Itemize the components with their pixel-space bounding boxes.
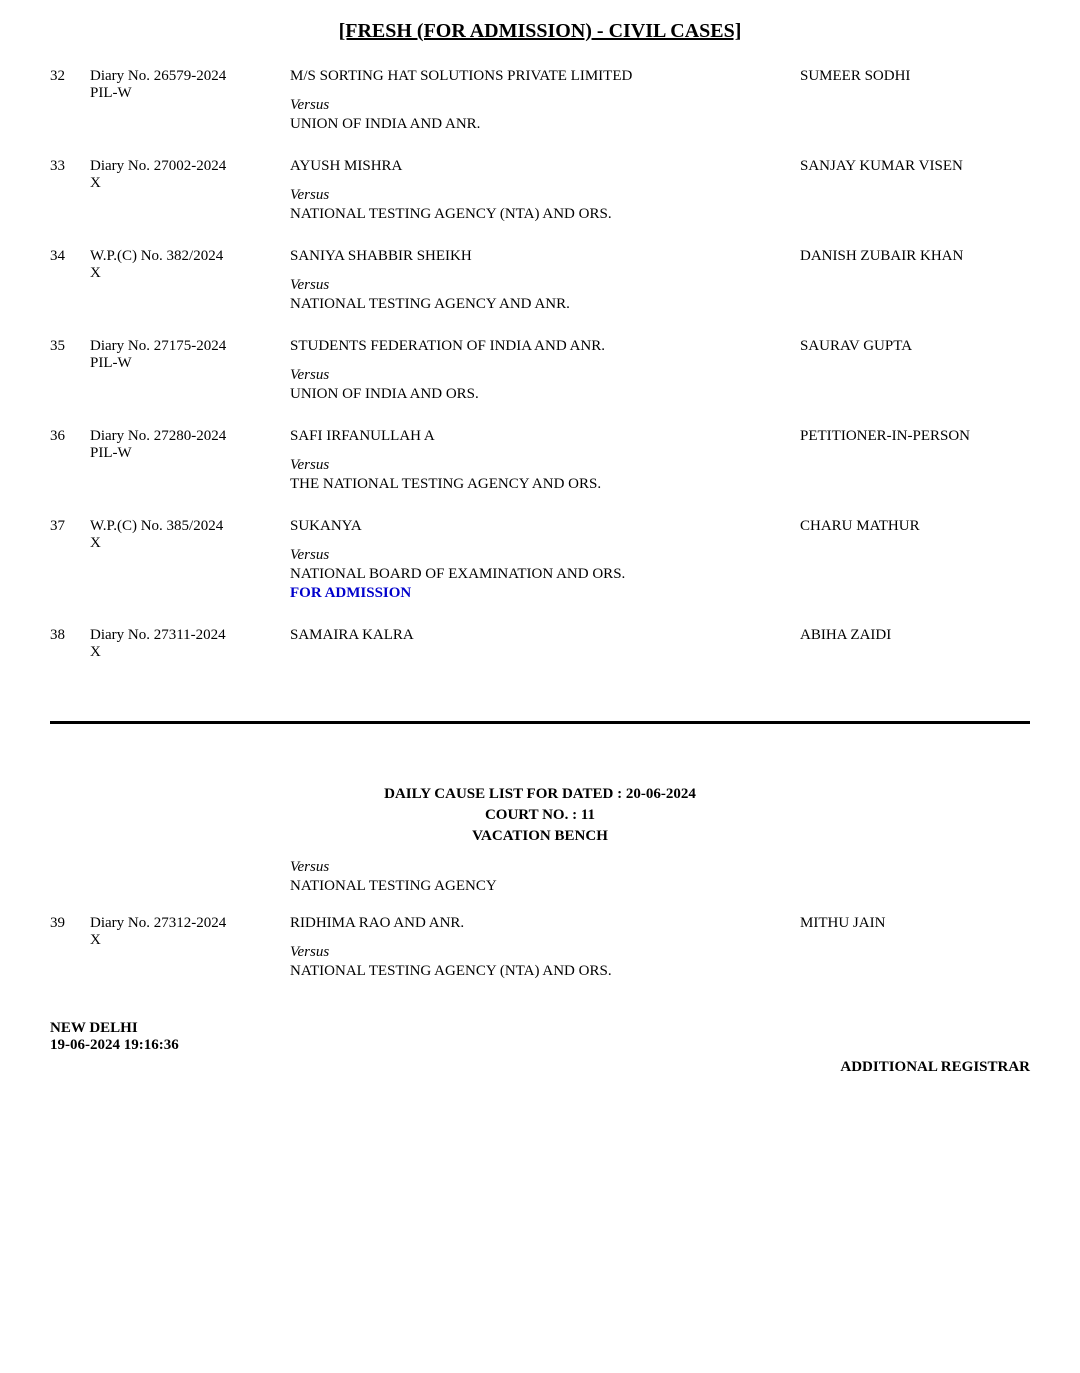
case-reference: W.P.(C) No. 382/2024 X: [90, 248, 290, 313]
footer-city: NEW DELHI: [50, 1020, 1030, 1037]
doc-header-line1: DAILY CAUSE LIST FOR DATED : 20-06-2024: [50, 784, 1030, 805]
parties: M/S SORTING HAT SOLUTIONS PRIVATE LIMITE…: [290, 68, 800, 133]
petitioner: SAFI IRFANULLAH A: [290, 428, 780, 445]
ref-line1: Diary No. 27175-2024: [90, 338, 290, 355]
doc-header-line3: VACATION BENCH: [50, 826, 1030, 847]
case-row: 37 W.P.(C) No. 385/2024 X SUKANYA Versus…: [50, 518, 1030, 602]
doc-header-line2: COURT NO. : 11: [50, 805, 1030, 826]
ref-line1: Diary No. 27312-2024: [90, 915, 290, 932]
footer-registrar: ADDITIONAL REGISTRAR: [50, 1059, 1030, 1076]
ref-line2: X: [90, 932, 290, 949]
case-row: 39 Diary No. 27312-2024 X RIDHIMA RAO AN…: [50, 915, 1030, 980]
counsel: SUMEER SODHI: [800, 68, 1030, 133]
case-row: 34 W.P.(C) No. 382/2024 X SANIYA SHABBIR…: [50, 248, 1030, 313]
case-row: 33 Diary No. 27002-2024 X AYUSH MISHRA V…: [50, 158, 1030, 223]
petitioner: AYUSH MISHRA: [290, 158, 780, 175]
respondent: UNION OF INDIA AND ANR.: [290, 116, 780, 133]
counsel: CHARU MATHUR: [800, 518, 1030, 602]
case-reference: Diary No. 26579-2024 PIL-W: [90, 68, 290, 133]
petitioner: SAMAIRA KALRA: [290, 627, 780, 644]
serial-number: 35: [50, 338, 90, 403]
serial-number: 32: [50, 68, 90, 133]
case-row: 36 Diary No. 27280-2024 PIL-W SAFI IRFAN…: [50, 428, 1030, 493]
serial-number: 37: [50, 518, 90, 602]
ref-line1: Diary No. 27280-2024: [90, 428, 290, 445]
counsel: DANISH ZUBAIR KHAN: [800, 248, 1030, 313]
footer-datetime: 19-06-2024 19:16:36: [50, 1037, 1030, 1054]
petitioner: RIDHIMA RAO AND ANR.: [290, 915, 780, 932]
sub-heading: FOR ADMISSION: [290, 585, 780, 602]
case-row: 38 Diary No. 27311-2024 X SAMAIRA KALRA …: [50, 627, 1030, 661]
respondent: NATIONAL BOARD OF EXAMINATION AND ORS.: [290, 566, 780, 583]
counsel: SANJAY KUMAR VISEN: [800, 158, 1030, 223]
ref-line1: Diary No. 27311-2024: [90, 627, 290, 644]
serial-number: 33: [50, 158, 90, 223]
counsel: MITHU JAIN: [800, 915, 1030, 980]
versus-label: Versus: [290, 457, 780, 474]
respondent: NATIONAL TESTING AGENCY (NTA) AND ORS.: [290, 206, 780, 223]
petitioner: STUDENTS FEDERATION OF INDIA AND ANR.: [290, 338, 780, 355]
ref-line2: X: [90, 265, 290, 282]
versus-label: Versus: [290, 547, 780, 564]
respondent: THE NATIONAL TESTING AGENCY AND ORS.: [290, 476, 780, 493]
ref-line2: PIL-W: [90, 85, 290, 102]
serial-number: 38: [50, 627, 90, 661]
parties: SAMAIRA KALRA: [290, 627, 800, 661]
respondent: NATIONAL TESTING AGENCY (NTA) AND ORS.: [290, 963, 780, 980]
parties: SUKANYA Versus NATIONAL BOARD OF EXAMINA…: [290, 518, 800, 602]
case-reference: Diary No. 27311-2024 X: [90, 627, 290, 661]
ref-line2: X: [90, 535, 290, 552]
parties: STUDENTS FEDERATION OF INDIA AND ANR. Ve…: [290, 338, 800, 403]
case-row: 32 Diary No. 26579-2024 PIL-W M/S SORTIN…: [50, 68, 1030, 133]
case-reference: Diary No. 27280-2024 PIL-W: [90, 428, 290, 493]
counsel: SAURAV GUPTA: [800, 338, 1030, 403]
ref-line2: PIL-W: [90, 355, 290, 372]
page-divider: [50, 721, 1030, 724]
versus-label: Versus: [290, 97, 780, 114]
versus-label: Versus: [290, 944, 780, 961]
ref-line1: W.P.(C) No. 382/2024: [90, 248, 290, 265]
continuation-block: Versus NATIONAL TESTING AGENCY: [290, 859, 1030, 895]
respondent: NATIONAL TESTING AGENCY AND ANR.: [290, 296, 780, 313]
petitioner: SANIYA SHABBIR SHEIKH: [290, 248, 780, 265]
parties: SANIYA SHABBIR SHEIKH Versus NATIONAL TE…: [290, 248, 800, 313]
parties: SAFI IRFANULLAH A Versus THE NATIONAL TE…: [290, 428, 800, 493]
ref-line2: X: [90, 644, 290, 661]
case-reference: W.P.(C) No. 385/2024 X: [90, 518, 290, 602]
versus-label: Versus: [290, 367, 780, 384]
parties: RIDHIMA RAO AND ANR. Versus NATIONAL TES…: [290, 915, 800, 980]
ref-line1: W.P.(C) No. 385/2024: [90, 518, 290, 535]
case-reference: Diary No. 27002-2024 X: [90, 158, 290, 223]
serial-number: 36: [50, 428, 90, 493]
footer-left: NEW DELHI 19-06-2024 19:16:36: [50, 1020, 1030, 1054]
petitioner: M/S SORTING HAT SOLUTIONS PRIVATE LIMITE…: [290, 68, 780, 85]
case-reference: Diary No. 27312-2024 X: [90, 915, 290, 980]
ref-line2: X: [90, 175, 290, 192]
versus-label: Versus: [290, 859, 1030, 876]
counsel: ABIHA ZAIDI: [800, 627, 1030, 661]
ref-line1: Diary No. 27002-2024: [90, 158, 290, 175]
serial-number: 39: [50, 915, 90, 980]
section-heading: [FRESH (FOR ADMISSION) - CIVIL CASES]: [50, 20, 1030, 43]
case-row: 35 Diary No. 27175-2024 PIL-W STUDENTS F…: [50, 338, 1030, 403]
ref-line2: PIL-W: [90, 445, 290, 462]
respondent: NATIONAL TESTING AGENCY: [290, 878, 1030, 895]
counsel: PETITIONER-IN-PERSON: [800, 428, 1030, 493]
ref-line1: Diary No. 26579-2024: [90, 68, 290, 85]
versus-label: Versus: [290, 187, 780, 204]
cases-list-2: 39 Diary No. 27312-2024 X RIDHIMA RAO AN…: [50, 915, 1030, 980]
respondent: UNION OF INDIA AND ORS.: [290, 386, 780, 403]
petitioner: SUKANYA: [290, 518, 780, 535]
serial-number: 34: [50, 248, 90, 313]
document-header: DAILY CAUSE LIST FOR DATED : 20-06-2024 …: [50, 784, 1030, 847]
versus-label: Versus: [290, 277, 780, 294]
cases-list: 32 Diary No. 26579-2024 PIL-W M/S SORTIN…: [50, 68, 1030, 661]
parties: AYUSH MISHRA Versus NATIONAL TESTING AGE…: [290, 158, 800, 223]
case-reference: Diary No. 27175-2024 PIL-W: [90, 338, 290, 403]
